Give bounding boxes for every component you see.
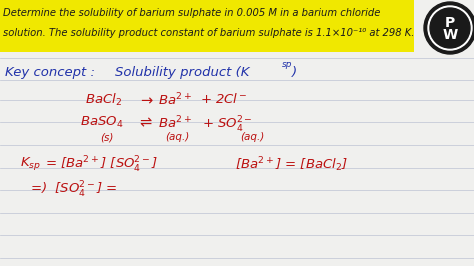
Text: sp: sp <box>282 60 292 69</box>
Circle shape <box>424 2 474 54</box>
Text: P: P <box>445 16 455 30</box>
Text: (aq.): (aq.) <box>165 132 189 142</box>
Text: $\rightarrow$: $\rightarrow$ <box>138 92 155 107</box>
Bar <box>0 0 414 52</box>
Text: = [Ba$^{2+}$] [SO$_4^{2-}$]: = [Ba$^{2+}$] [SO$_4^{2-}$] <box>45 155 158 175</box>
Text: Key concept :: Key concept : <box>5 66 95 79</box>
Text: BaCl$_2$: BaCl$_2$ <box>85 92 122 108</box>
Text: W: W <box>442 28 457 42</box>
Text: Ba$^{2+}$: Ba$^{2+}$ <box>158 92 192 109</box>
Text: + SO$_4^{2-}$: + SO$_4^{2-}$ <box>202 115 253 135</box>
Text: Determine the solubility of barium sulphate in 0.005 M in a barium chloride: Determine the solubility of barium sulph… <box>3 8 380 18</box>
Text: Ba$^{2+}$: Ba$^{2+}$ <box>158 115 192 132</box>
Text: =)  [SO$_4^{2-}$] =: =) [SO$_4^{2-}$] = <box>30 180 118 200</box>
Text: (s): (s) <box>100 132 113 142</box>
Text: $\rightleftharpoons$: $\rightleftharpoons$ <box>137 115 154 130</box>
Text: ): ) <box>292 66 297 79</box>
Text: K$_{sp}$: K$_{sp}$ <box>20 155 41 172</box>
Circle shape <box>428 6 472 50</box>
Text: Solubility product (K: Solubility product (K <box>115 66 249 79</box>
Circle shape <box>430 8 470 48</box>
Text: [Ba$^{2+}$] = [BaCl$_2$]: [Ba$^{2+}$] = [BaCl$_2$] <box>235 155 348 174</box>
Text: BaSO$_4$: BaSO$_4$ <box>80 115 124 130</box>
Text: (aq.): (aq.) <box>240 132 264 142</box>
Text: + 2Cl$^-$: + 2Cl$^-$ <box>200 92 247 106</box>
Text: solution. The solubility product constant of barium sulphate is 1.1×10⁻¹⁰ at 298: solution. The solubility product constan… <box>3 28 414 38</box>
